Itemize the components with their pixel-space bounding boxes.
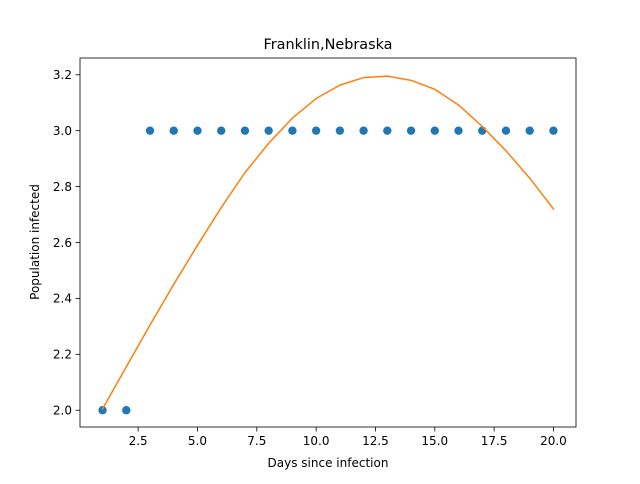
scatter-point (288, 126, 297, 135)
plot-layer (98, 75, 558, 415)
x-tick-label: 10.0 (303, 434, 330, 448)
x-tick-label: 5.0 (188, 434, 207, 448)
scatter-point (454, 126, 463, 135)
y-tick-label: 3.0 (53, 124, 72, 138)
scatter-point (264, 126, 273, 135)
x-tick-label: 20.0 (540, 434, 567, 448)
x-tick-label: 17.5 (481, 434, 508, 448)
x-tick-label: 15.0 (421, 434, 448, 448)
series-line (101, 75, 555, 410)
y-tick-label: 2.2 (53, 348, 72, 362)
chart-title: Franklin,Nebraska (264, 37, 393, 53)
y-tick-label: 2.8 (53, 180, 72, 194)
scatter-point (501, 126, 511, 135)
scatter-point (98, 406, 107, 415)
scatter-point (335, 126, 345, 135)
x-tick-label: 12.5 (362, 434, 389, 448)
scatter-point (169, 126, 178, 135)
scatter-point (478, 126, 487, 135)
scatter-point (406, 126, 416, 135)
y-tick-label: 3.2 (53, 68, 72, 82)
scatter-point (549, 126, 558, 135)
scatter-point (193, 126, 202, 135)
scatter-point (217, 126, 226, 135)
x-tick-label: 7.5 (247, 434, 266, 448)
scatter-point (240, 126, 250, 135)
y-tick-label: 2.6 (53, 236, 72, 250)
scatter-point (359, 126, 368, 135)
axes-layer: 2.5 5.0 7.5 10.0 12.5 15.0 17.5 20.0 2.0 2.2 2.4 2.… (53, 57, 577, 448)
y-tick-label: 2.0 (53, 404, 72, 418)
scatter-point (525, 126, 534, 135)
y-axis-label: Population infected (28, 184, 42, 300)
x-tick-label: 2.5 (129, 434, 148, 448)
scatter-point (383, 126, 392, 135)
scatter-point (122, 406, 131, 415)
scatter-point (311, 126, 321, 135)
scatter-point (145, 126, 155, 135)
scatter-point (430, 126, 439, 135)
x-axis-label: Days since infection (268, 456, 389, 470)
y-tick-label: 2.4 (53, 292, 72, 306)
